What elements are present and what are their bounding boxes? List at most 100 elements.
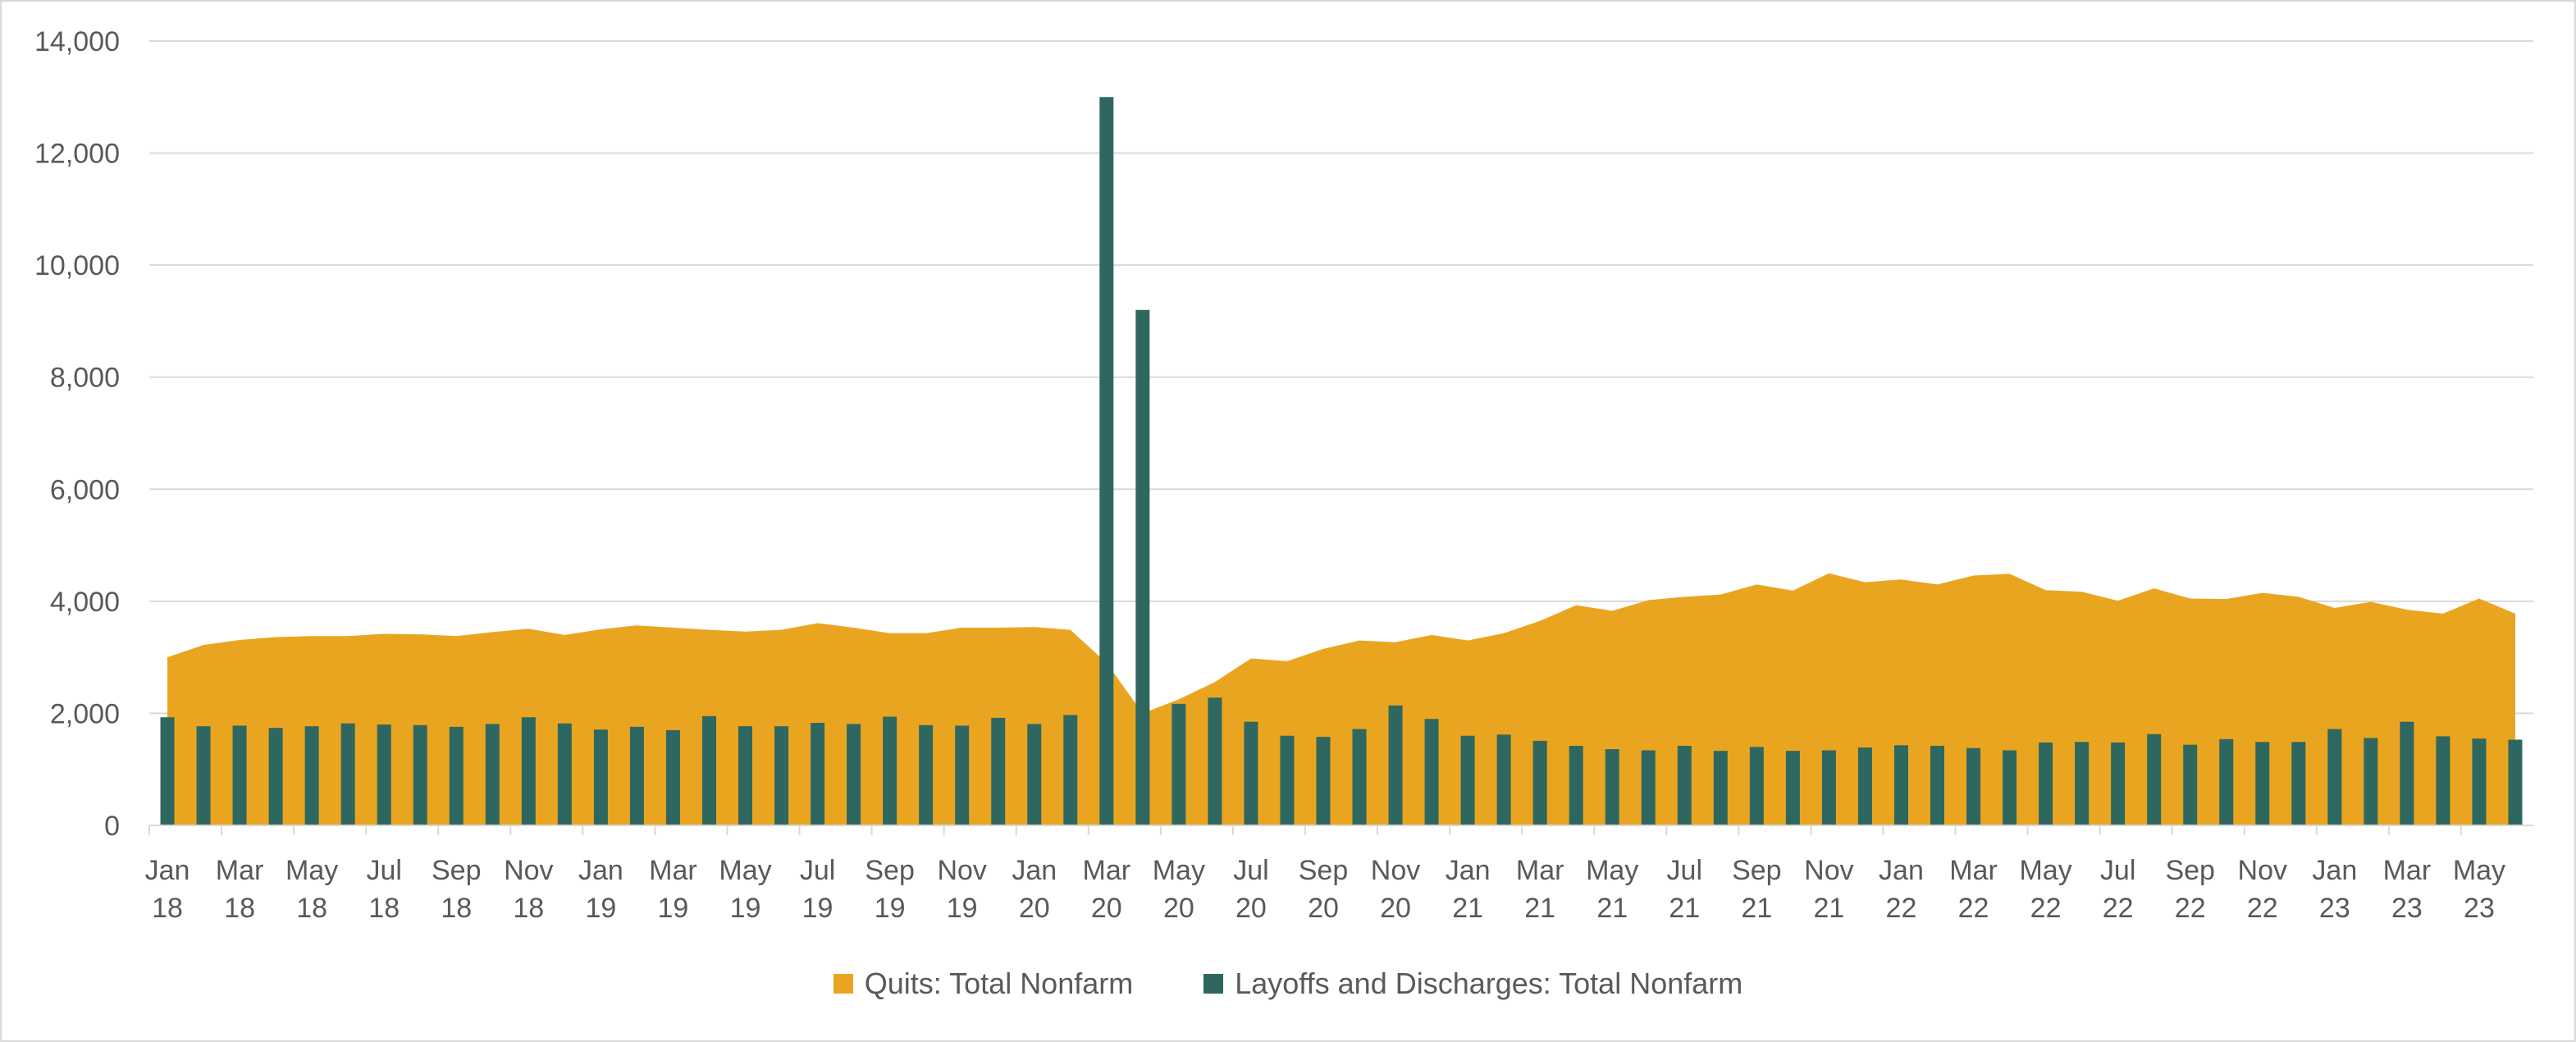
x-tick-label-month: Jan xyxy=(1012,855,1057,886)
layoffs-bar xyxy=(2508,739,2523,825)
layoffs-bar xyxy=(847,724,861,825)
x-tick-label-year: 18 xyxy=(152,893,183,924)
layoffs-bar xyxy=(1857,747,1872,825)
y-tick-label: 14,000 xyxy=(34,26,120,57)
layoffs-bar xyxy=(1099,97,1114,826)
layoffs-bar xyxy=(1749,747,1764,825)
x-tick-label-month: Sep xyxy=(1299,855,1349,886)
legend-item-quits[interactable]: Quits: Total Nonfarm xyxy=(833,967,1134,1001)
x-tick-label-year: 21 xyxy=(1452,893,1483,924)
x-tick-label-year: 19 xyxy=(875,893,906,924)
layoffs-bar xyxy=(196,726,211,825)
x-tick-label-year: 18 xyxy=(224,893,255,924)
x-tick-label-month: Nov xyxy=(937,855,986,886)
layoffs-bar xyxy=(160,717,175,825)
layoffs-bar xyxy=(485,724,500,825)
layoffs-bar xyxy=(2255,742,2270,825)
x-tick-label-month: May xyxy=(2453,855,2505,886)
x-tick-label-year: 23 xyxy=(2391,893,2423,924)
x-tick-label-month: Jul xyxy=(1233,855,1268,886)
x-tick-label-month: Mar xyxy=(1083,855,1131,886)
x-tick-label-year: 21 xyxy=(1669,893,1700,924)
x-tick-label-year: 19 xyxy=(802,893,834,924)
layoffs-bar xyxy=(2436,736,2450,825)
x-tick-label-year: 23 xyxy=(2464,893,2495,924)
x-tick-label-year: 21 xyxy=(1524,893,1555,924)
x-tick-label-month: Nov xyxy=(504,855,553,886)
x-tick-label-year: 19 xyxy=(947,893,978,924)
x-tick-label-month: May xyxy=(1153,855,1205,886)
layoffs-bar xyxy=(413,724,427,825)
layoffs-bar xyxy=(2364,738,2378,825)
layoffs-bar xyxy=(1532,740,1547,825)
layoffs-bar xyxy=(991,717,1006,825)
x-tick-label-month: Jul xyxy=(366,855,401,886)
layoffs-bar xyxy=(1677,746,1692,825)
legend-swatch-layoffs xyxy=(1204,974,1224,994)
layoffs-bar xyxy=(377,724,391,825)
layoffs-bar xyxy=(1605,749,1619,825)
layoffs-bar xyxy=(2327,729,2342,825)
layoffs-bar xyxy=(2003,750,2017,825)
x-tick-label-month: Sep xyxy=(1732,855,1782,886)
x-tick-label-month: Jan xyxy=(1879,855,1924,886)
x-tick-label-month: Nov xyxy=(1804,855,1853,886)
x-tick-label-month: May xyxy=(285,855,338,886)
layoffs-bar xyxy=(557,723,572,825)
layoffs-bar xyxy=(2219,738,2234,825)
x-tick-label-month: Jan xyxy=(2312,855,2357,886)
x-tick-label-year: 18 xyxy=(296,893,327,924)
legend-label-quits: Quits: Total Nonfarm xyxy=(864,967,1134,1000)
x-tick-label-month: Mar xyxy=(1949,855,1998,886)
x-tick-label-year: 22 xyxy=(2247,893,2278,924)
layoffs-bar xyxy=(1893,745,1908,825)
layoffs-bar xyxy=(340,723,355,825)
layoffs-bar xyxy=(521,717,536,825)
x-tick-label-month: Sep xyxy=(2165,855,2215,886)
layoffs-bar xyxy=(1352,729,1367,825)
layoffs-bar xyxy=(883,716,897,825)
x-tick-label-year: 20 xyxy=(1091,893,1122,924)
y-tick-label: 4,000 xyxy=(50,587,120,618)
layoffs-bar xyxy=(1641,750,1656,825)
x-tick-label-year: 21 xyxy=(1813,893,1844,924)
x-tick-label-year: 18 xyxy=(513,893,544,924)
x-tick-label-year: 19 xyxy=(730,893,761,924)
x-tick-label-year: 20 xyxy=(1163,893,1194,924)
layoffs-bar xyxy=(1208,697,1222,825)
x-tick-label-month: Jan xyxy=(145,855,190,886)
layoffs-bar xyxy=(2291,742,2306,825)
layoffs-bar xyxy=(629,726,644,825)
layoffs-bar xyxy=(1496,734,1511,825)
layoffs-bar xyxy=(919,724,934,825)
x-tick-label-month: Mar xyxy=(2383,855,2432,886)
x-tick-label-month: Jan xyxy=(578,855,623,886)
layoffs-bar xyxy=(304,726,319,825)
layoffs-bar xyxy=(2147,734,2162,825)
legend-swatch-quits xyxy=(833,974,853,994)
x-tick-label-year: 20 xyxy=(1019,893,1050,924)
x-tick-label-year: 22 xyxy=(1958,893,1989,924)
x-tick-label-month: Jan xyxy=(1446,855,1491,886)
layoffs-bar xyxy=(701,715,716,825)
x-tick-label-year: 18 xyxy=(441,893,472,924)
x-tick-label-month: May xyxy=(1586,855,1638,886)
x-tick-label-year: 19 xyxy=(585,893,616,924)
layoffs-bar xyxy=(1966,747,1981,825)
layoffs-bar xyxy=(268,728,283,825)
x-tick-label-year: 23 xyxy=(2319,893,2350,924)
y-tick-label: 6,000 xyxy=(50,474,120,505)
x-tick-label-month: Jul xyxy=(2100,855,2135,886)
x-tick-label-year: 22 xyxy=(1886,893,1917,924)
quits-area xyxy=(167,573,2515,825)
layoffs-bar xyxy=(2075,742,2090,825)
legend-item-layoffs[interactable]: Layoffs and Discharges: Total Nonfarm xyxy=(1204,967,1742,1001)
layoffs-bar xyxy=(2472,738,2487,825)
layoffs-bar xyxy=(1785,751,1800,825)
y-tick-label: 12,000 xyxy=(34,139,120,170)
x-tick-label-year: 20 xyxy=(1308,893,1339,924)
x-tick-label-year: 22 xyxy=(2030,893,2062,924)
x-tick-label-year: 21 xyxy=(1596,893,1628,924)
x-tick-label-year: 22 xyxy=(2103,893,2134,924)
